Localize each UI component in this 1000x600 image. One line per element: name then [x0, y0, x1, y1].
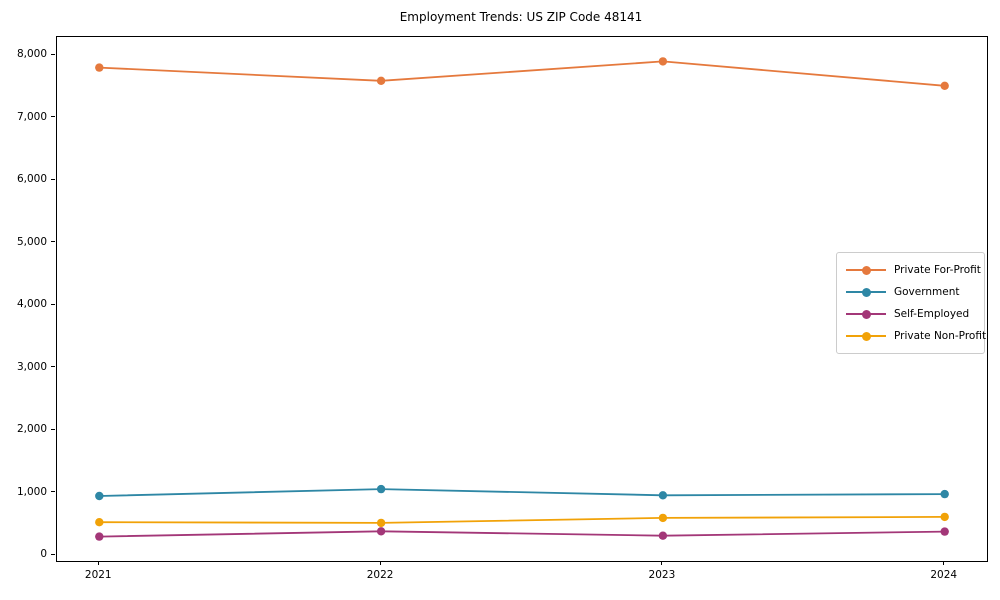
legend-label: Private For-Profit — [894, 264, 981, 276]
legend-line-marker-icon — [846, 309, 886, 319]
series-line — [99, 60, 945, 87]
series-line — [99, 530, 945, 538]
y-tick-mark — [51, 491, 55, 493]
y-tick-mark — [51, 53, 55, 55]
legend-entry: Government — [846, 281, 975, 303]
series-line — [99, 488, 945, 497]
x-tick-label: 2023 — [648, 569, 676, 581]
y-tick-label: 1,000 — [16, 485, 47, 498]
chart-title: Employment Trends: US ZIP Code 48141 — [399, 10, 643, 24]
legend-line-marker-icon — [846, 287, 886, 297]
data-point — [658, 531, 668, 540]
data-point — [658, 491, 668, 500]
legend: Private For-Profit Government Self-Employe… — [836, 252, 986, 354]
data-point — [95, 532, 104, 541]
y-tick-mark — [51, 178, 55, 180]
series-line — [99, 515, 945, 524]
legend-line-marker-icon — [846, 265, 886, 275]
y-tick-label: 5,000 — [16, 235, 47, 248]
y-tick-mark — [51, 428, 55, 430]
data-point — [658, 57, 668, 66]
legend-entry: Private Non-Profit — [846, 325, 986, 347]
x-tick-label: 2022 — [366, 569, 394, 581]
y-tick-label: 4,000 — [16, 298, 47, 311]
data-point — [940, 489, 949, 499]
data-point — [376, 484, 386, 494]
y-tick-mark — [51, 366, 55, 368]
y-tick-label: 6,000 — [16, 173, 47, 186]
data-point — [940, 81, 949, 90]
data-point — [95, 518, 104, 527]
legend-line-marker-icon — [846, 331, 886, 341]
legend-label: Government — [894, 286, 960, 298]
y-tick-label: 2,000 — [16, 423, 47, 436]
x-tick-mark — [661, 561, 663, 565]
y-tick-label: 0 — [40, 548, 47, 561]
line-chart-svg — [95, 57, 949, 541]
y-tick-mark — [51, 553, 55, 555]
data-point — [376, 527, 386, 536]
y-tick-mark — [51, 241, 55, 243]
legend-entry: Self-Employed — [846, 303, 975, 325]
y-tick-label: 7,000 — [16, 110, 47, 123]
data-point — [940, 527, 949, 536]
plot-area — [56, 36, 988, 562]
x-tick-mark — [379, 561, 381, 565]
y-tick-label: 3,000 — [16, 360, 47, 373]
y-tick-label: 8,000 — [16, 48, 47, 61]
legend-label: Private Non-Profit — [894, 330, 987, 342]
y-tick-mark — [51, 303, 55, 305]
legend-entry: Private For-Profit — [846, 259, 981, 281]
data-point — [940, 512, 949, 522]
x-tick-mark — [97, 561, 99, 565]
y-tick-mark — [51, 116, 55, 118]
data-point — [376, 76, 386, 85]
data-point — [95, 491, 104, 501]
legend-label: Self-Employed — [894, 308, 970, 320]
x-tick-label: 2024 — [930, 569, 958, 581]
x-tick-label: 2021 — [84, 569, 112, 581]
data-point — [95, 63, 104, 72]
data-point — [658, 513, 668, 523]
x-tick-mark — [943, 561, 945, 565]
data-point — [376, 518, 386, 528]
